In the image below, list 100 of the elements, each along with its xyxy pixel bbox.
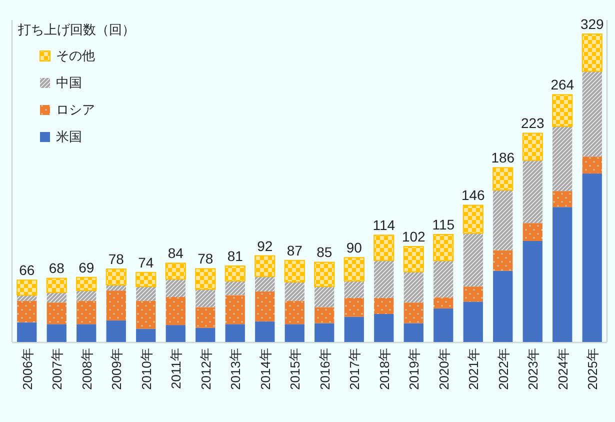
bar <box>106 268 126 286</box>
annotation: 74 <box>138 254 154 270</box>
x-tick-label: 2017年 <box>347 348 362 390</box>
x-tick-label: 2016年 <box>317 348 332 390</box>
x-tick-label: 2008年 <box>79 348 94 390</box>
bar <box>284 324 304 342</box>
x-tick-label: 2022年 <box>496 348 511 390</box>
annotation: 90 <box>346 240 362 256</box>
x-tick-label: 2014年 <box>258 348 273 390</box>
bar <box>463 302 483 342</box>
x-tick-label: 2009年 <box>109 348 124 390</box>
bar <box>106 320 126 342</box>
bar <box>462 204 484 234</box>
bar <box>522 223 542 241</box>
annotation: 87 <box>286 242 303 258</box>
bar <box>344 257 364 282</box>
bar <box>255 291 275 322</box>
bar <box>492 167 514 191</box>
bar <box>434 308 454 342</box>
bar <box>166 279 186 298</box>
legend-title: 打ち上げ回数（回） <box>17 22 135 37</box>
bar <box>493 250 513 271</box>
bar <box>314 262 335 288</box>
bar <box>374 298 394 314</box>
bar <box>404 272 424 303</box>
bar <box>225 295 245 324</box>
bar <box>46 278 67 293</box>
bar <box>552 207 572 342</box>
bar <box>522 160 542 224</box>
bar <box>224 265 246 282</box>
bar <box>196 328 216 342</box>
bar <box>582 174 602 342</box>
annotation: 115 <box>432 216 455 233</box>
bar <box>136 300 156 329</box>
bar <box>46 324 66 342</box>
x-tick-label: 2025年 <box>585 348 600 390</box>
bar <box>314 323 334 342</box>
x-tick-label: 2024年 <box>555 348 570 390</box>
bar <box>434 297 454 308</box>
annotation: 92 <box>257 238 273 254</box>
bar <box>195 268 216 290</box>
legend-label: 中国 <box>56 75 82 90</box>
bar <box>433 234 454 262</box>
bar <box>493 190 513 250</box>
x-tick-label: 2023年 <box>526 348 541 390</box>
bar <box>225 281 245 296</box>
bar <box>166 325 186 342</box>
annotation: 114 <box>372 217 396 234</box>
bar <box>374 260 394 298</box>
bar <box>344 316 364 342</box>
annotation: 78 <box>198 250 214 267</box>
bar <box>46 292 66 303</box>
annotation: 78 <box>108 251 124 268</box>
bar <box>136 272 156 288</box>
bar <box>493 270 513 342</box>
bar <box>196 289 216 308</box>
bar <box>344 298 364 317</box>
x-tick-label: 2015年 <box>288 348 303 390</box>
x-tick-label: 2006年 <box>20 348 35 390</box>
x-tick-label: 2011年 <box>168 348 184 389</box>
bar <box>255 321 275 342</box>
annotation: 69 <box>78 259 94 276</box>
bar <box>522 132 543 161</box>
bar <box>434 260 454 298</box>
bar <box>17 300 37 322</box>
bar <box>225 324 245 342</box>
x-tick-label: 2010年 <box>138 348 154 390</box>
annotation: 84 <box>168 245 184 262</box>
bar <box>284 282 304 301</box>
bar <box>552 94 573 127</box>
bar <box>374 234 394 261</box>
bar <box>76 290 96 301</box>
bar <box>17 295 37 301</box>
bar <box>463 286 483 302</box>
bar <box>165 262 186 280</box>
bar <box>314 307 334 324</box>
annotation: 223 <box>520 115 545 132</box>
bar <box>254 255 276 277</box>
bar <box>344 281 364 298</box>
annotation: 146 <box>461 187 486 204</box>
bar <box>403 246 424 272</box>
x-tick-label: 2007年 <box>50 348 65 390</box>
bar <box>106 290 126 320</box>
bar <box>76 276 97 292</box>
bar <box>76 324 96 342</box>
bar <box>16 280 38 296</box>
bar <box>284 300 304 324</box>
annotation: 186 <box>491 150 515 166</box>
bar <box>582 71 602 157</box>
bar <box>404 302 424 324</box>
annotation: 85 <box>316 244 332 260</box>
bar <box>284 260 305 282</box>
x-tick-label: 2013年 <box>228 348 244 390</box>
annotation: 329 <box>580 16 604 32</box>
bar <box>582 156 602 174</box>
bar <box>314 286 334 308</box>
bar <box>136 328 156 342</box>
bar <box>522 240 542 342</box>
bar <box>196 307 216 328</box>
bar <box>552 191 572 208</box>
